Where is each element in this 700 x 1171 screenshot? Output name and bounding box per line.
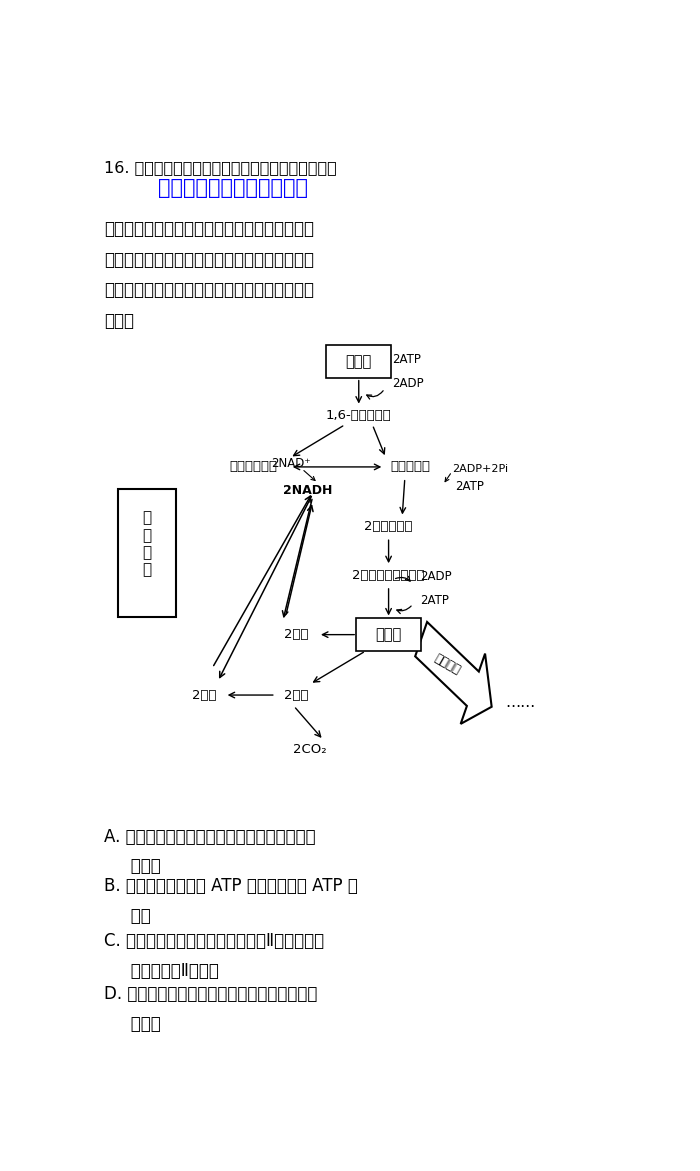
- Text: 有氧呼吸: 有氧呼吸: [432, 651, 463, 677]
- Text: 2ATP: 2ATP: [455, 480, 484, 493]
- Text: 2乙醛: 2乙醛: [284, 689, 309, 701]
- Text: 磷酸二羟丙酮: 磷酸二羟丙酮: [229, 460, 277, 473]
- Text: 在有氧条件下，通过糖酵解形成的丙酮酸进入线: 在有氧条件下，通过糖酵解形成的丙酮酸进入线: [104, 220, 314, 238]
- Text: 微信公众号关注：趣找答案: 微信公众号关注：趣找答案: [158, 178, 308, 198]
- Text: 体基质: 体基质: [115, 857, 160, 876]
- Text: B. 糖酵解过程中既有 ATP 的消耗，也有 ATP 的: B. 糖酵解过程中既有 ATP 的消耗，也有 ATP 的: [104, 877, 358, 895]
- Text: 无
氧
呼
吸: 无 氧 呼 吸: [143, 511, 152, 577]
- Text: 确的是: 确的是: [104, 311, 134, 330]
- Text: C. 无氧呼吸过程中既有还原型辅酶Ⅱ消耗，也有: C. 无氧呼吸过程中既有还原型辅酶Ⅱ消耗，也有: [104, 932, 324, 950]
- Text: 2磷酸甘油酸: 2磷酸甘油酸: [364, 520, 413, 533]
- Text: A. 糖酵解过程发生的场所是细胞质基质和线粒: A. 糖酵解过程发生的场所是细胞质基质和线粒: [104, 828, 316, 845]
- Text: 2ADP: 2ADP: [393, 377, 424, 390]
- Text: 为热能: 为热能: [115, 1015, 160, 1033]
- Text: 2ADP+2Pi: 2ADP+2Pi: [452, 464, 508, 474]
- Text: 2乳酸: 2乳酸: [284, 628, 309, 642]
- FancyBboxPatch shape: [118, 489, 176, 617]
- Text: ……: ……: [505, 694, 536, 710]
- Text: 还原型辅酶Ⅱ的产生: 还原型辅酶Ⅱ的产生: [115, 961, 218, 980]
- Text: 2NADH: 2NADH: [283, 484, 332, 497]
- Text: 2CO₂: 2CO₂: [293, 742, 327, 755]
- Text: 2NAD⁺: 2NAD⁺: [271, 457, 311, 470]
- Text: 1,6-二磷酸果糖: 1,6-二磷酸果糖: [326, 409, 391, 422]
- FancyBboxPatch shape: [326, 344, 391, 378]
- Polygon shape: [415, 622, 491, 724]
- Text: 丙酮酸: 丙酮酸: [375, 628, 402, 642]
- Text: 2ATP: 2ATP: [420, 594, 449, 607]
- Text: 磷酸甘油醛: 磷酸甘油醛: [391, 460, 430, 473]
- Text: 粒体基质中被氧化；在缺氧条件下，丙酮酸则被: 粒体基质中被氧化；在缺氧条件下，丙酮酸则被: [104, 251, 314, 268]
- Text: 2ADP: 2ADP: [420, 570, 452, 583]
- Text: 16. 糖酵解过程是有氧呼吸和无氧呼吸的共同途径。: 16. 糖酵解过程是有氧呼吸和无氧呼吸的共同途径。: [104, 160, 337, 176]
- Text: 葡萄糖: 葡萄糖: [346, 354, 372, 369]
- FancyBboxPatch shape: [356, 618, 421, 651]
- Text: 2磷酸烯醇式丙酮酸: 2磷酸烯醇式丙酮酸: [352, 569, 425, 582]
- Text: 产生: 产生: [115, 906, 150, 925]
- Text: 2乙醇: 2乙醇: [192, 689, 216, 701]
- Text: 还原成乳酸或乙醇，如图所示。下列相关叙述正: 还原成乳酸或乙醇，如图所示。下列相关叙述正: [104, 281, 314, 299]
- Text: D. 无氧呼吸过程中葡萄糖中的能量大部分转化: D. 无氧呼吸过程中葡萄糖中的能量大部分转化: [104, 985, 317, 1004]
- Text: 2ATP: 2ATP: [393, 354, 421, 367]
